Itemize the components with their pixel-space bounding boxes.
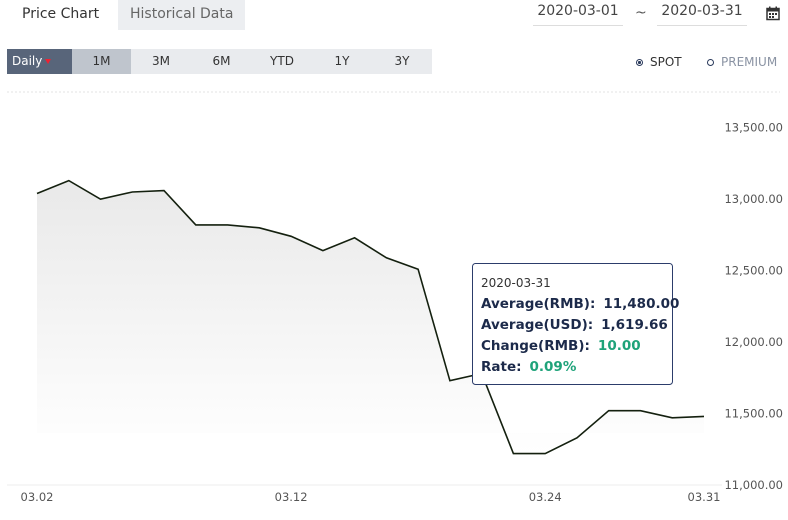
end-date[interactable]: 2020-03-31 [657,3,747,26]
tooltip-label: Change(RMB): [481,338,590,354]
x-tick-label: 03.12 [275,490,308,504]
range-button[interactable]: 1M [72,49,131,74]
range-button[interactable]: 3M [131,49,191,74]
range-label: 1Y [334,54,350,68]
tooltip-box [472,263,673,385]
start-date[interactable]: 2020-03-01 [533,3,623,26]
radio-label: SPOT [650,55,682,69]
tooltip-date: 2020-03-31 [481,276,551,290]
tooltip-row: Average(USD): 1,619.66 [481,317,668,333]
tooltip-label: Average(USD): [481,317,593,333]
range-button[interactable]: 6M [191,49,252,74]
range-label: 6M [212,54,231,68]
radio-option[interactable]: PREMIUM [707,55,777,69]
y-tick-label: 11,500.00 [724,407,783,421]
tooltip-row: Rate: 0.09% [481,359,577,375]
tooltip-value: 10.00 [598,338,641,354]
radio-option[interactable]: SPOT [636,55,682,69]
x-tick-label: 03.31 [688,490,721,504]
y-tick-label: 12,500.00 [724,264,783,278]
tooltip-row: Change(RMB): 10.00 [481,338,641,354]
range-label: Daily [12,54,43,68]
tooltip-value: 11,480.00 [603,296,679,312]
y-tick-label: 11,000.00 [724,478,783,492]
range-label: 3Y [394,54,410,68]
y-tick-label: 13,000.00 [724,192,783,206]
tooltip-label: Average(RMB): [481,296,595,312]
calendar-icon[interactable] [766,6,781,21]
tooltip-value: 1,619.66 [601,317,668,333]
x-tick-label: 03.24 [529,490,562,504]
tab[interactable]: Price Chart [22,6,100,22]
price-line [36,179,705,455]
range-label: YTD [270,54,294,68]
radio-dot [707,59,714,66]
tooltip-value: 0.09% [530,359,577,375]
y-tick-label: 13,500.00 [724,121,783,135]
dropdown-arrow [45,59,52,64]
x-tick-label: 03.02 [21,490,54,504]
radio-label: PREMIUM [721,55,778,69]
range-button[interactable]: 1Y [312,49,372,74]
y-tick-label: 12,000.00 [724,335,783,349]
range-label: 1M [92,54,111,68]
tooltip-label: Rate: [481,359,522,375]
tooltip-row: Average(RMB): 11,480.00 [481,296,679,312]
range-button[interactable]: YTD [252,49,312,74]
date-separator: ~ [635,5,647,21]
range-label: 3M [152,54,170,68]
radio-dot [636,59,643,66]
tab[interactable]: Historical Data [118,0,246,30]
range-button[interactable]: Daily [7,49,72,74]
range-button[interactable]: 3Y [372,49,432,74]
area [37,180,704,454]
